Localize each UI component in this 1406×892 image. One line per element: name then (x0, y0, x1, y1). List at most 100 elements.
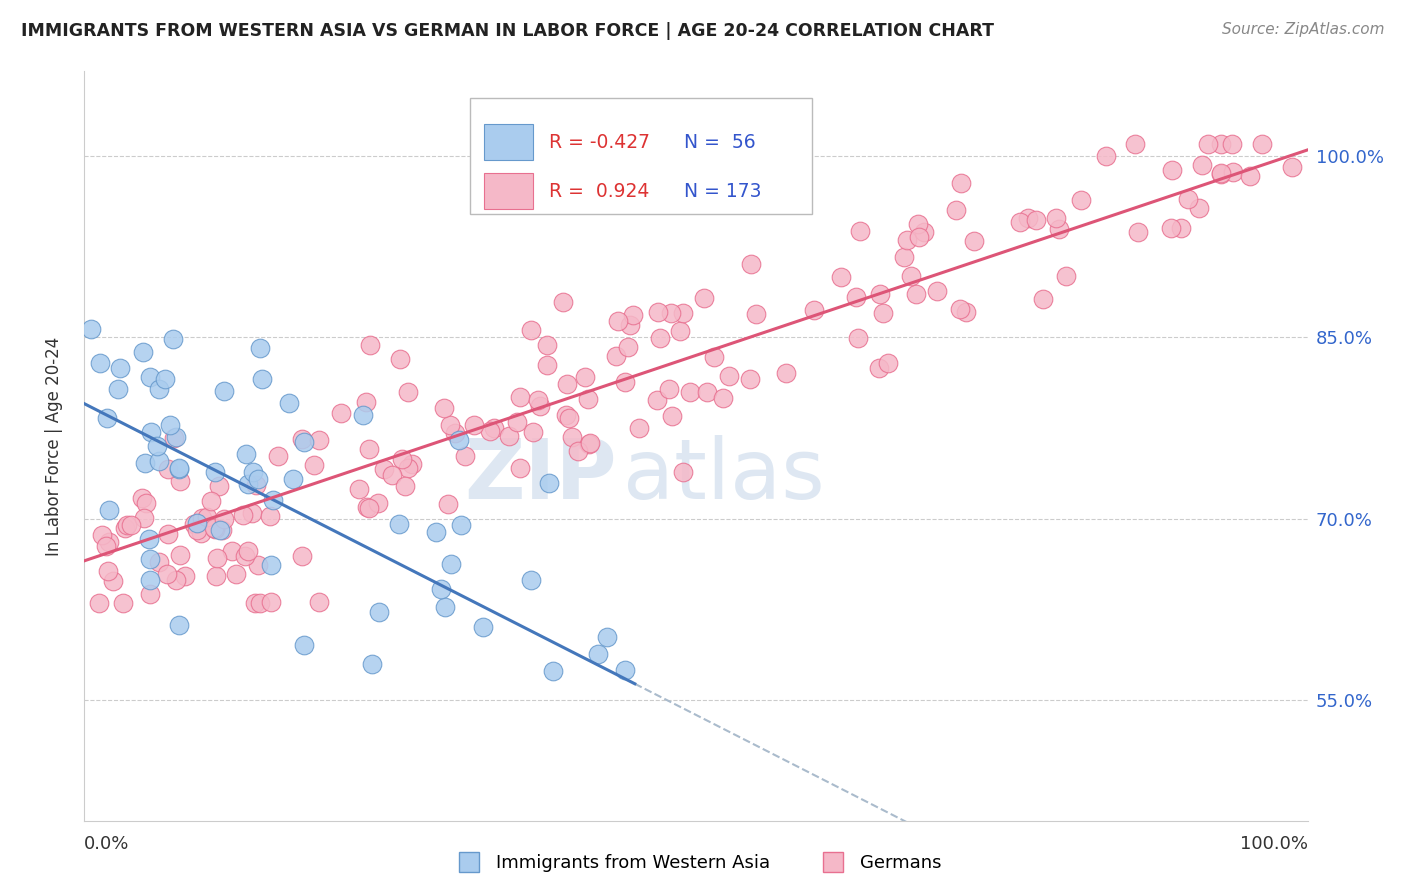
Point (148, 382, 170, 396)
Point (291, 549, 314, 564)
Point (107, 382, 129, 396)
Point (302, 458, 325, 472)
Point (740, 372, 762, 386)
Point (1191, 158, 1213, 172)
Point (554, 408, 576, 422)
Point (308, 433, 330, 447)
Point (167, 618, 190, 632)
Point (1095, 149, 1118, 163)
Point (648, 331, 671, 345)
Point (139, 552, 162, 566)
Text: atlas: atlas (623, 435, 824, 516)
Point (388, 517, 411, 532)
Point (249, 341, 271, 355)
Point (401, 457, 423, 471)
Point (396, 461, 419, 475)
Point (163, 431, 186, 445)
Point (718, 369, 741, 384)
Point (614, 663, 637, 677)
Point (1170, 221, 1192, 235)
Point (1281, 160, 1303, 174)
Text: IMMIGRANTS FROM WESTERN ASIA VS GERMAN IN LABOR FORCE | AGE 20-24 CORRELATION CH: IMMIGRANTS FROM WESTERN ASIA VS GERMAN I… (21, 22, 994, 40)
Point (373, 462, 395, 476)
Point (388, 351, 411, 366)
Point (1025, 213, 1047, 227)
Point (555, 376, 578, 391)
Point (472, 620, 495, 634)
Point (425, 524, 447, 539)
Point (1177, 192, 1199, 206)
Point (845, 290, 868, 304)
Point (169, 474, 191, 488)
Point (204, 520, 226, 534)
Point (153, 372, 176, 386)
Point (260, 558, 283, 572)
Point (281, 472, 304, 486)
Text: 0.0%: 0.0% (84, 835, 129, 853)
Point (167, 462, 190, 476)
Point (574, 369, 596, 384)
Point (1197, 136, 1219, 151)
Text: R = -0.427: R = -0.427 (550, 133, 650, 152)
Point (478, 424, 501, 438)
Point (354, 394, 377, 409)
Point (139, 370, 162, 384)
Point (330, 406, 353, 420)
Point (538, 476, 561, 491)
Point (1209, 166, 1232, 180)
Point (949, 301, 972, 316)
FancyBboxPatch shape (484, 173, 533, 210)
Point (146, 439, 169, 453)
Point (357, 501, 380, 516)
Point (245, 477, 267, 491)
Point (440, 557, 463, 571)
Legend: Immigrants from Western Asia, Germans: Immigrants from Western Asia, Germans (443, 847, 949, 879)
Point (945, 203, 967, 218)
Point (567, 444, 589, 458)
Point (291, 433, 314, 447)
Point (205, 551, 228, 566)
Point (138, 532, 160, 546)
Point (645, 393, 668, 408)
Point (156, 462, 179, 476)
Point (872, 306, 894, 320)
Point (162, 332, 184, 346)
Point (186, 516, 208, 530)
Point (1070, 193, 1092, 207)
Point (661, 306, 683, 320)
Point (744, 307, 766, 321)
Point (1188, 201, 1211, 215)
Point (740, 256, 762, 270)
Point (165, 429, 187, 443)
Point (381, 468, 404, 483)
Point (1123, 136, 1146, 151)
Point (1220, 136, 1243, 151)
Point (1209, 167, 1232, 181)
Point (139, 573, 162, 587)
Point (439, 417, 461, 432)
Point (120, 517, 142, 532)
Point (536, 337, 558, 351)
Point (454, 449, 477, 463)
Point (191, 511, 214, 525)
Point (433, 600, 456, 615)
Point (250, 372, 273, 386)
Point (292, 638, 315, 652)
Point (156, 527, 179, 541)
Point (167, 460, 190, 475)
Point (148, 556, 170, 570)
Point (527, 392, 550, 407)
Point (240, 506, 263, 520)
Point (449, 434, 471, 448)
Point (232, 508, 254, 522)
Point (619, 318, 641, 332)
Point (586, 647, 609, 661)
Point (367, 496, 389, 510)
Point (561, 430, 583, 444)
Point (308, 595, 330, 609)
Point (260, 595, 283, 609)
Point (1047, 221, 1070, 235)
Point (696, 385, 718, 400)
Point (103, 574, 125, 588)
Point (578, 436, 600, 450)
